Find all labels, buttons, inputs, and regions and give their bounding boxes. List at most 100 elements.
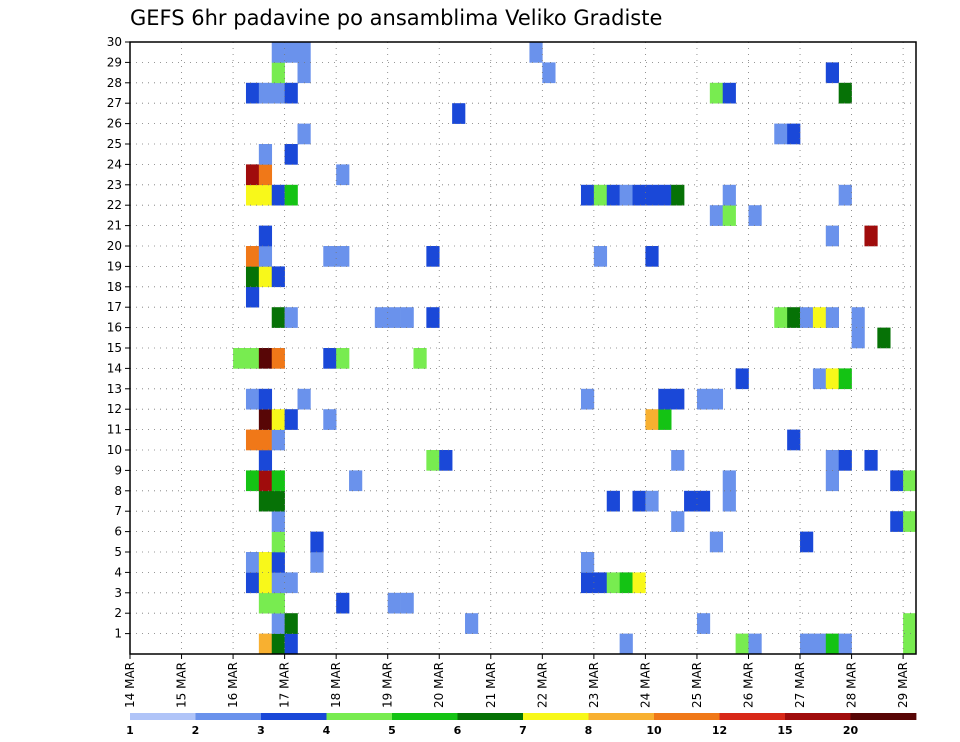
heatmap-cell: [580, 388, 595, 410]
heatmap-cell: [271, 592, 285, 614]
heatmap-cell: [903, 470, 917, 492]
heatmap-cell: [271, 348, 285, 369]
heatmap-cell: [722, 205, 736, 226]
y-tick-label: 18: [107, 280, 122, 294]
heatmap-cell: [722, 184, 736, 206]
heatmap-cell: [400, 307, 414, 328]
heatmap-cell: [903, 633, 917, 655]
heatmap-cell: [233, 348, 247, 369]
colorbar-label: 1: [126, 724, 134, 737]
heatmap-cell: [271, 572, 285, 594]
heatmap-cell: [825, 62, 839, 84]
heatmap-cell: [890, 470, 904, 492]
y-tick-label: 14: [107, 361, 122, 375]
heatmap-cell: [323, 246, 337, 267]
heatmap-cell: [800, 307, 814, 328]
heatmap-cell: [748, 633, 762, 655]
heatmap-cell: [336, 592, 350, 614]
colorbar-swatch: [523, 713, 589, 720]
y-tick-label: 13: [107, 382, 122, 396]
heatmap-cell: [271, 470, 285, 492]
heatmap-cell: [787, 123, 801, 145]
heatmap-cell: [271, 307, 285, 328]
heatmap-cell: [245, 429, 260, 451]
heatmap-cell: [284, 184, 298, 206]
heatmap-cell: [426, 246, 440, 267]
colorbar-swatch: [457, 713, 524, 720]
heatmap-cell: [258, 348, 273, 369]
heatmap-cell: [245, 348, 260, 369]
heatmap-cell: [671, 450, 685, 471]
y-tick-label: 29: [107, 55, 122, 69]
colorbar-swatch: [719, 713, 786, 720]
heatmap-cell: [735, 633, 749, 655]
colorbar-swatch: [261, 713, 327, 720]
heatmap-cell: [825, 307, 839, 328]
heatmap-cell: [284, 409, 298, 430]
x-tick-label: 16 MAR: [226, 662, 240, 708]
heatmap-cell: [529, 42, 543, 63]
heatmap-cell: [271, 552, 285, 573]
heatmap-cell: [245, 164, 260, 186]
heatmap-cell: [722, 490, 736, 512]
y-tick-label: 26: [107, 117, 122, 131]
y-tick-label: 6: [114, 525, 122, 539]
heatmap-cell: [851, 327, 865, 349]
y-tick-label: 24: [107, 157, 122, 171]
heatmap-cell: [323, 348, 337, 369]
heatmap-cell: [606, 490, 620, 512]
heatmap-cell: [297, 388, 311, 410]
heatmap-cell: [709, 531, 724, 553]
heatmap-cell: [245, 266, 260, 288]
heatmap-cell: [413, 348, 427, 369]
y-tick-label: 28: [107, 76, 122, 90]
heatmap-cell: [271, 531, 285, 553]
y-tick-label: 11: [107, 423, 122, 437]
heatmap-cell: [245, 286, 260, 308]
x-tick-label: 17 MAR: [278, 662, 292, 708]
heatmap-cell: [877, 327, 891, 349]
heatmap-cell: [336, 348, 350, 369]
heatmap-cell: [258, 82, 273, 104]
heatmap-cell: [825, 633, 839, 655]
y-tick-label: 7: [114, 504, 122, 518]
x-tick-label: 22 MAR: [535, 662, 549, 708]
x-tick-label: 23 MAR: [587, 662, 601, 708]
colorbar-label: 5: [388, 724, 396, 737]
heatmap-cell: [284, 307, 298, 328]
heatmap-cell: [903, 613, 917, 634]
heatmap-cell: [271, 633, 285, 655]
heatmap-cell: [258, 592, 273, 614]
axis-ticks: 1234567891011121314151617181920212223242…: [107, 35, 910, 708]
y-tick-label: 23: [107, 178, 122, 192]
y-tick-label: 16: [107, 321, 122, 335]
y-tick-label: 19: [107, 259, 122, 273]
y-tick-label: 30: [107, 35, 122, 49]
heatmap-cell: [671, 388, 685, 410]
heatmap-cell: [812, 633, 827, 655]
y-tick-label: 10: [107, 443, 122, 457]
heatmap-cell: [825, 450, 839, 471]
heatmap-cell: [258, 470, 273, 492]
heatmap-cell: [271, 490, 285, 512]
heatmap-cell: [387, 592, 401, 614]
x-tick-label: 24 MAR: [638, 662, 652, 708]
heatmap-cell: [774, 307, 788, 328]
heatmap-cell: [271, 42, 285, 63]
heatmap-cell: [271, 409, 285, 430]
heatmap-cell: [258, 164, 273, 186]
heatmap-cell: [271, 511, 285, 532]
colorbar-swatch: [392, 713, 458, 720]
y-tick-label: 17: [107, 300, 122, 314]
heatmap-cell: [374, 307, 389, 328]
heatmap-cell: [258, 450, 273, 471]
y-tick-label: 5: [114, 545, 122, 559]
colorbar-swatch: [850, 713, 917, 720]
heatmap-cell: [258, 246, 273, 267]
heatmap-cell: [245, 184, 260, 206]
heatmap-cell: [619, 184, 633, 206]
heatmap-cells: [233, 42, 917, 655]
x-tick-label: 20 MAR: [432, 662, 446, 708]
heatmap-cell: [709, 388, 724, 410]
heatmap-cell: [323, 409, 337, 430]
